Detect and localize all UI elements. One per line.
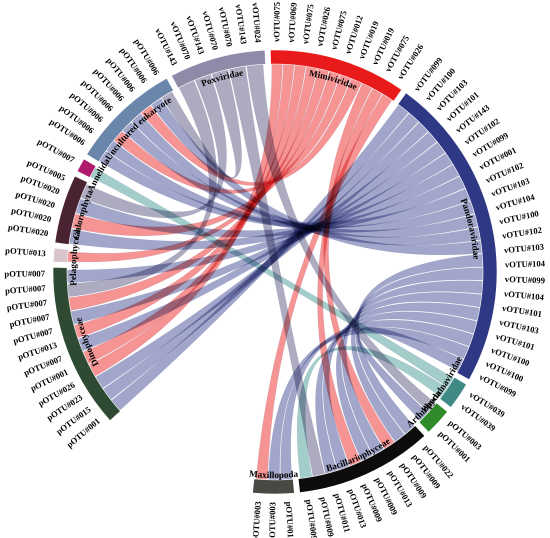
otu-label: pOTU#009 <box>304 499 320 538</box>
otu-label: vOTU#075 <box>271 2 281 42</box>
otu-label: vOTU#101 <box>501 303 542 319</box>
otu-label: pOTU#020 <box>10 205 52 224</box>
ribbon-layer <box>66 63 484 481</box>
group-arc-layer <box>52 49 498 495</box>
otu-label: vOTU#104 <box>504 288 546 302</box>
otu-label: vOTU#099 <box>505 274 545 285</box>
group-arc-pandoraviridae <box>397 92 498 381</box>
otu-label: vOTU#069 <box>286 2 299 43</box>
group-arc-poxviridae <box>171 49 266 89</box>
otu-label: vOTU#143 <box>233 4 248 45</box>
group-arc-pelagophyceae <box>52 247 69 263</box>
otu-label: pOTU#013 <box>5 245 46 258</box>
otu-label: vOTU#075 <box>300 4 315 45</box>
otu-label: pOTU#009 <box>318 496 336 538</box>
group-arc-maxillopoda <box>252 478 295 495</box>
otu-label: vOTU#102 <box>501 225 542 241</box>
group-arc-phycodnaviridae <box>439 376 467 408</box>
group-arc-arthropoda <box>418 402 448 433</box>
otu-label: pOTU#020 <box>7 222 49 238</box>
group-arc-mimiviridae <box>270 49 403 102</box>
otu-label: pOTU#007 <box>4 268 45 278</box>
group-arc-dinophyceae <box>52 267 121 421</box>
group-arc-uncultured <box>86 77 174 163</box>
otu-label: pOTU#007 <box>6 297 48 313</box>
otu-label: pOTU#007 <box>5 283 47 296</box>
group-arc-bacillariophyceae <box>297 425 426 493</box>
otu-label: vOTU#104 <box>505 258 546 269</box>
otu-label: pOTU#003 <box>267 502 277 538</box>
otu-label: vOTU#103 <box>504 242 545 256</box>
otu-label: pOTU#015 <box>284 501 296 538</box>
otu-label: pOTU#003 <box>250 501 263 538</box>
otu-label: vOTU#100 <box>498 208 539 226</box>
group-label-maxillopoda: Maxillopoda <box>249 468 299 480</box>
group-arc-chlorophyta <box>54 175 88 245</box>
otu-label: pOTU#007 <box>36 136 77 165</box>
otu-label: vOTU#024 <box>250 2 263 43</box>
group-arc-annelida <box>76 158 97 178</box>
